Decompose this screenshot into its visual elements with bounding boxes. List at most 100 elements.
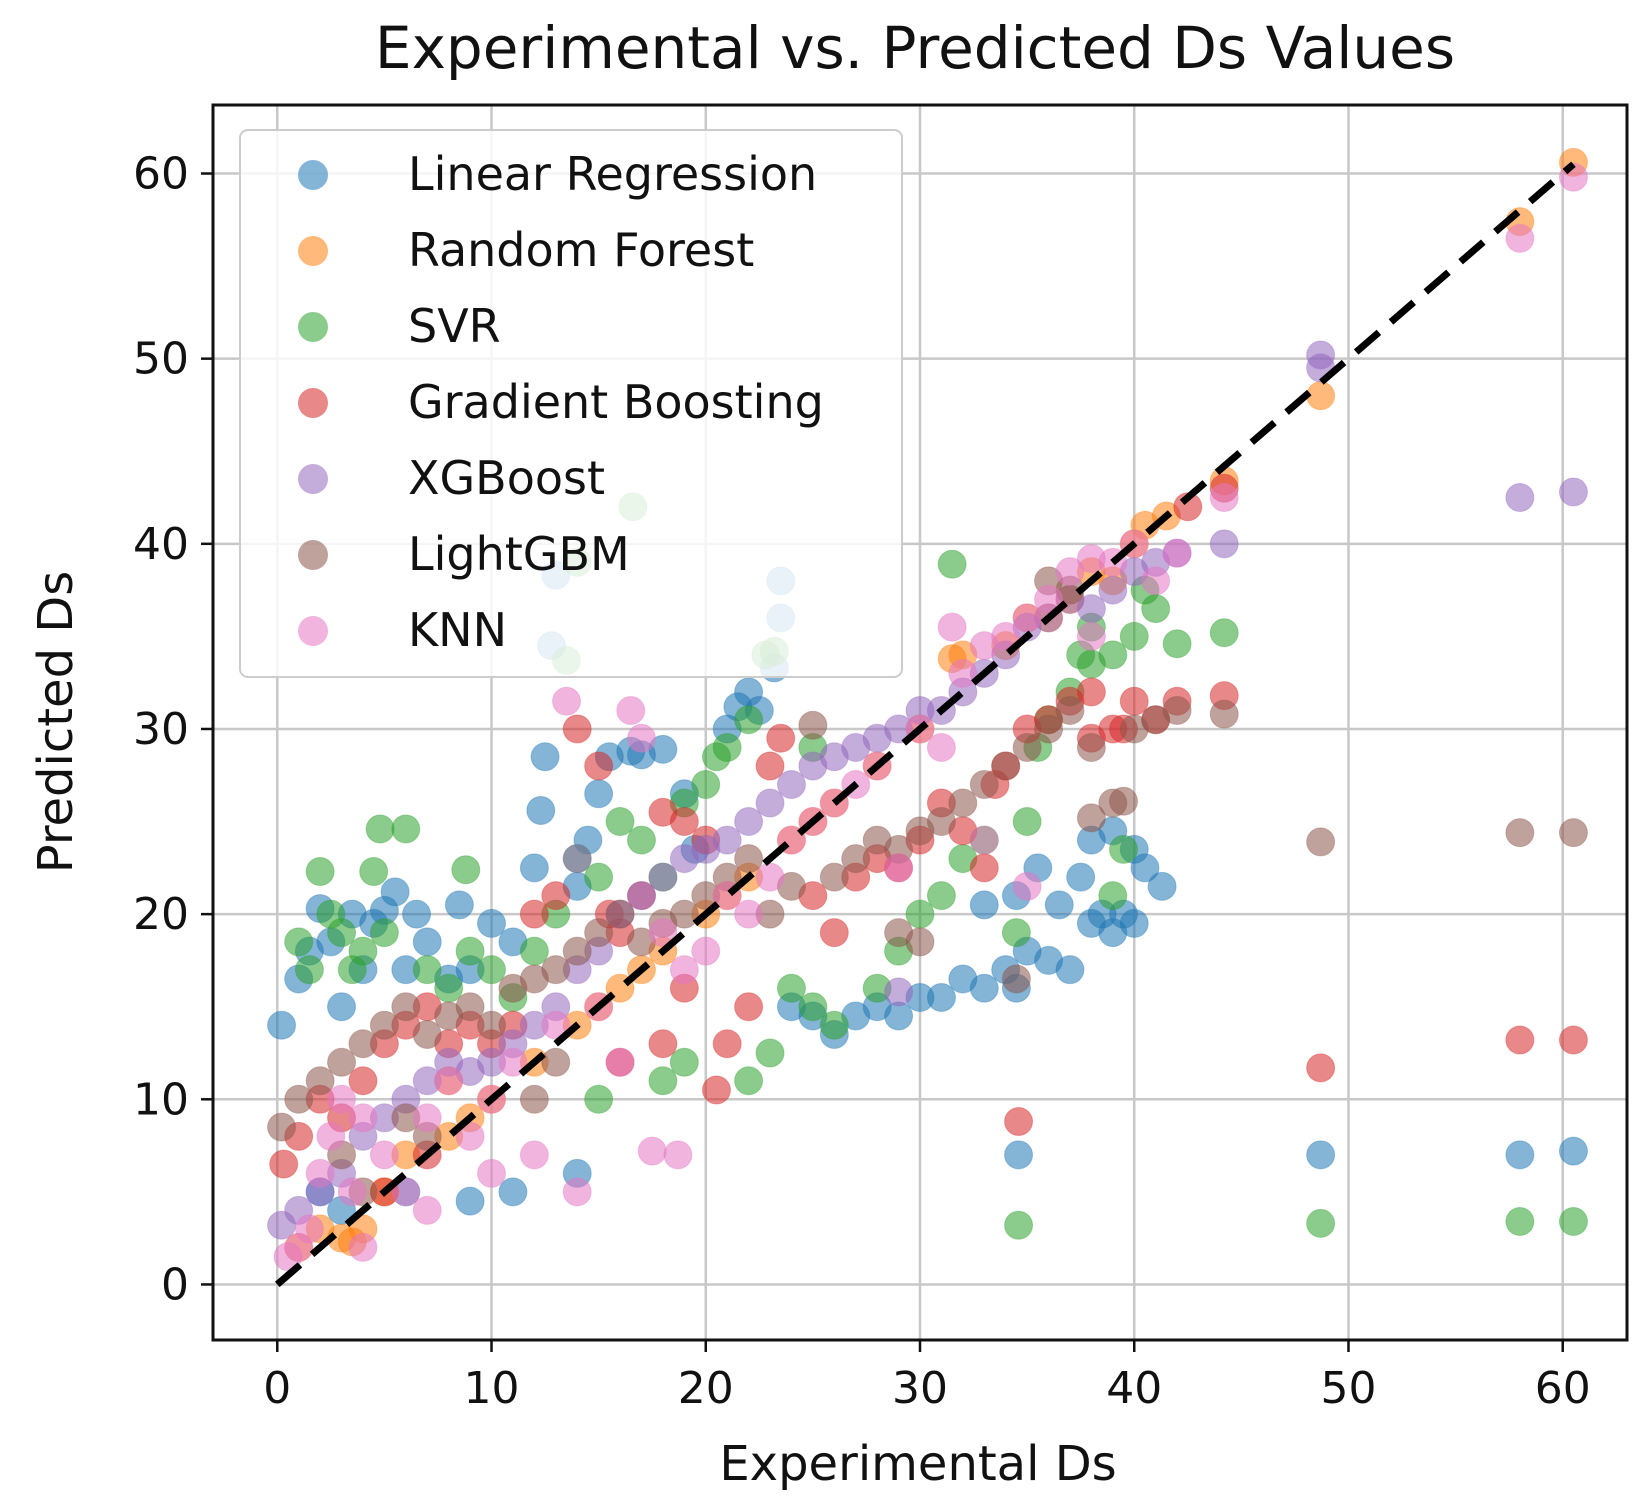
data-point-linear-regression (1130, 853, 1160, 883)
data-point-lightgbm (1209, 699, 1239, 729)
data-point-lightgbm (1306, 827, 1336, 857)
data-point-lightgbm (1109, 786, 1139, 816)
data-point-svr (305, 857, 335, 887)
y-tick-label: 50 (133, 334, 189, 385)
data-point-knn (562, 1177, 592, 1207)
data-point-svr (294, 955, 324, 985)
data-point-linear-regression (1119, 908, 1149, 938)
data-point-svr (369, 918, 399, 948)
data-point-gradient-boosting (648, 1029, 678, 1059)
data-point-svr (1306, 1208, 1336, 1238)
data-point-xgboost (1505, 483, 1535, 513)
data-point-linear-regression (530, 742, 560, 772)
data-point-svr (1141, 594, 1171, 624)
data-point-lightgbm (348, 1029, 378, 1059)
legend-label-random-forest: Random Forest (408, 223, 754, 277)
data-point-xgboost (755, 788, 785, 818)
data-point-knn (884, 853, 914, 883)
y-tick-label: 10 (133, 1074, 189, 1125)
series-lightgbm (267, 566, 1588, 1207)
data-point-linear-regression (519, 853, 549, 883)
data-point-svr (584, 862, 614, 892)
data-point-svr (776, 973, 806, 1003)
data-point-lightgbm (267, 1112, 297, 1142)
x-tick-label: 20 (678, 1363, 734, 1414)
data-point-svr (1558, 1206, 1588, 1236)
data-point-lightgbm (284, 1084, 314, 1114)
data-point-linear-regression (327, 992, 357, 1022)
x-tick-label: 40 (1106, 1363, 1162, 1414)
legend-marker-linear-regression (298, 160, 328, 190)
data-point-knn (969, 825, 999, 855)
data-point-svr (412, 955, 442, 985)
data-point-svr (519, 936, 549, 966)
legend-marker-random-forest (298, 236, 328, 266)
y-tick-label: 30 (133, 704, 189, 755)
data-point-svr (669, 1047, 699, 1077)
data-point-lightgbm (905, 927, 935, 957)
data-point-gradient-boosting (1076, 677, 1106, 707)
data-point-svr (905, 899, 935, 929)
legend-entries: Linear Regression Random Forest SVR Gradien… (298, 147, 824, 657)
data-point-lightgbm (948, 788, 978, 818)
data-point-xgboost (1098, 575, 1128, 605)
data-point-knn (663, 1140, 693, 1170)
data-point-lightgbm (841, 844, 871, 874)
data-point-svr (926, 881, 956, 911)
data-point-gradient-boosting (969, 853, 999, 883)
axis-ticks-layer: 0 10 20 30 40 50 60 0 10 20 30 40 50 60 (133, 149, 1591, 1414)
data-point-svr (648, 1066, 678, 1096)
data-point-knn (1209, 483, 1239, 513)
data-point-linear-regression (477, 908, 507, 938)
data-point-lightgbm (1034, 714, 1064, 744)
data-point-lightgbm (669, 899, 699, 929)
data-point-lightgbm (519, 1084, 549, 1114)
data-point-svr (1076, 649, 1106, 679)
legend-marker-xgboost (298, 464, 328, 494)
data-point-knn (1055, 557, 1085, 587)
data-point-gradient-boosting (1558, 1025, 1588, 1055)
data-point-knn (755, 862, 785, 892)
data-point-knn (412, 1103, 442, 1133)
data-point-lightgbm (1162, 695, 1192, 725)
data-point-xgboost (562, 844, 592, 874)
y-axis-label: Predicted Ds (28, 571, 84, 874)
x-tick-label: 0 (263, 1363, 291, 1414)
data-point-linear-regression (380, 877, 410, 907)
data-point-svr (1109, 834, 1139, 864)
data-point-svr (1505, 1206, 1535, 1236)
data-point-knn (734, 899, 764, 929)
data-point-svr (1162, 629, 1192, 659)
data-point-linear-regression (969, 890, 999, 920)
data-point-knn (477, 1158, 507, 1188)
data-point-svr (327, 918, 357, 948)
data-point-gradient-boosting (734, 992, 764, 1022)
data-point-svr (455, 936, 485, 966)
data-point-lightgbm (819, 862, 849, 892)
data-point-xgboost (1558, 477, 1588, 507)
x-tick-label: 30 (892, 1363, 948, 1414)
legend-label-xgboost: XGBoost (408, 451, 605, 505)
data-point-svr (712, 732, 742, 762)
data-point-svr (1012, 807, 1042, 837)
data-point-xgboost (1076, 594, 1106, 624)
data-point-lightgbm (1558, 818, 1588, 848)
data-point-svr (584, 1084, 614, 1114)
data-point-knn (337, 1177, 367, 1207)
data-point-knn (498, 1047, 528, 1077)
identity-reference-line (274, 161, 1576, 1288)
data-point-gradient-boosting (1306, 1053, 1336, 1083)
data-point-gradient-boosting (348, 1066, 378, 1096)
data-point-xgboost (734, 807, 764, 837)
data-point-knn (691, 936, 721, 966)
legend-label-gradient-boosting: Gradient Boosting (408, 375, 824, 429)
data-point-svr (477, 955, 507, 985)
data-point-knn (1505, 223, 1535, 253)
data-point-lightgbm (1055, 695, 1085, 725)
data-point-lightgbm (1076, 803, 1106, 833)
data-point-gradient-boosting (712, 1029, 742, 1059)
data-point-linear-regression (926, 982, 956, 1012)
data-point-knn (1162, 538, 1192, 568)
data-point-lightgbm (584, 918, 614, 948)
data-point-linear-regression (1147, 871, 1177, 901)
